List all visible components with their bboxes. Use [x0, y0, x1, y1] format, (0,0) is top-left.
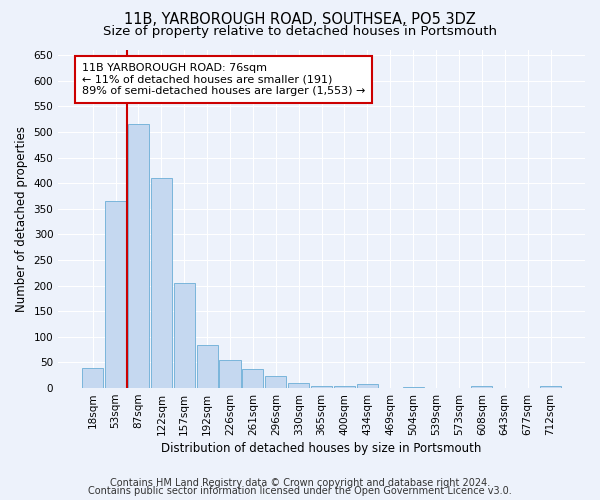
Bar: [173, 283, 195, 388]
Bar: [197, 344, 218, 388]
Y-axis label: Number of detached properties: Number of detached properties: [15, 126, 28, 312]
Bar: [265, 376, 286, 388]
Bar: [540, 386, 561, 388]
Text: Contains HM Land Registry data © Crown copyright and database right 2024.: Contains HM Land Registry data © Crown c…: [110, 478, 490, 488]
Bar: [220, 360, 241, 388]
Bar: [105, 201, 126, 388]
Bar: [128, 124, 149, 388]
Text: 11B, YARBOROUGH ROAD, SOUTHSEA, PO5 3DZ: 11B, YARBOROUGH ROAD, SOUTHSEA, PO5 3DZ: [124, 12, 476, 28]
Bar: [334, 386, 355, 388]
Bar: [357, 384, 378, 388]
Text: Size of property relative to detached houses in Portsmouth: Size of property relative to detached ho…: [103, 25, 497, 38]
Bar: [403, 386, 424, 388]
Bar: [472, 386, 493, 388]
Text: Contains public sector information licensed under the Open Government Licence v3: Contains public sector information licen…: [88, 486, 512, 496]
Text: 11B YARBOROUGH ROAD: 76sqm
← 11% of detached houses are smaller (191)
89% of sem: 11B YARBOROUGH ROAD: 76sqm ← 11% of deta…: [82, 63, 365, 96]
Bar: [151, 178, 172, 388]
Bar: [288, 383, 309, 388]
X-axis label: Distribution of detached houses by size in Portsmouth: Distribution of detached houses by size …: [161, 442, 482, 455]
Bar: [311, 386, 332, 388]
Bar: [242, 368, 263, 388]
Bar: [82, 368, 103, 388]
